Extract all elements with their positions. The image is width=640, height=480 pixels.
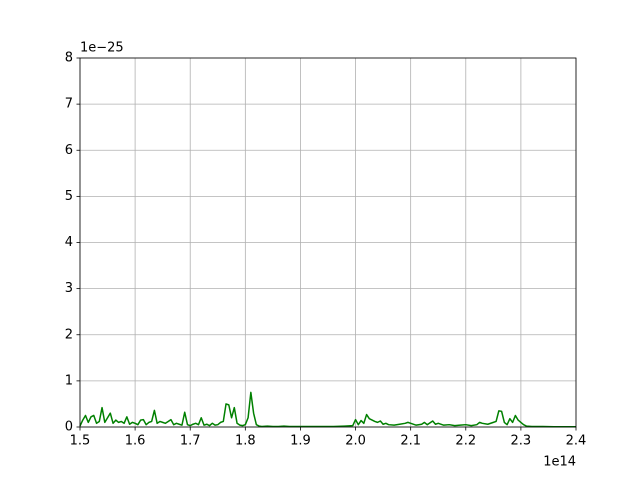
x-tick-label: 1.9 bbox=[290, 434, 311, 449]
x-tick-label: 2.4 bbox=[566, 434, 587, 449]
y-tick-label: 2 bbox=[65, 327, 73, 342]
y-tick-label: 3 bbox=[65, 281, 73, 296]
x-tick-label: 1.5 bbox=[70, 434, 91, 449]
line-series bbox=[79, 391, 576, 428]
y-tick-label: 8 bbox=[65, 51, 73, 66]
x-tick-label: 2.0 bbox=[345, 434, 366, 449]
y-tick-label: 1 bbox=[65, 373, 73, 388]
y-tick-label: 5 bbox=[65, 189, 73, 204]
x-tick-label: 1.7 bbox=[180, 434, 201, 449]
x-tick-label: 2.1 bbox=[400, 434, 421, 449]
y-tick-label: 0 bbox=[65, 420, 73, 435]
x-tick-label: 1.8 bbox=[235, 434, 256, 449]
y-tick-label: 7 bbox=[65, 97, 73, 112]
x-tick-label: 2.2 bbox=[455, 434, 476, 449]
x-offset-label: 1e14 bbox=[543, 455, 576, 470]
x-tick-label: 1.6 bbox=[125, 434, 146, 449]
y-tick-label: 4 bbox=[65, 235, 73, 250]
y-offset-label: 1e−25 bbox=[80, 41, 124, 56]
x-tick-label: 2.3 bbox=[511, 434, 532, 449]
y-tick-label: 6 bbox=[65, 143, 73, 158]
